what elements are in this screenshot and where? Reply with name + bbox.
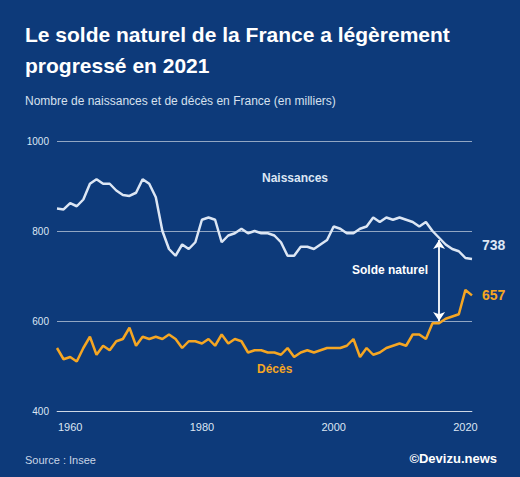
- svg-text:400: 400: [32, 406, 49, 417]
- svg-text:738: 738: [482, 237, 506, 253]
- svg-text:Le solde naturel de la France: Le solde naturel de la France a légèreme…: [25, 23, 450, 46]
- svg-text:Solde naturel: Solde naturel: [352, 263, 428, 277]
- svg-text:Naissances: Naissances: [262, 171, 328, 185]
- svg-text:2000: 2000: [321, 421, 345, 433]
- svg-text:657: 657: [482, 287, 506, 303]
- svg-text:Décès: Décès: [257, 362, 293, 376]
- svg-text:progressé en 2021: progressé en 2021: [25, 54, 210, 77]
- svg-text:2020: 2020: [453, 421, 477, 433]
- svg-text:Source : Insee: Source : Insee: [25, 454, 96, 466]
- svg-text:800: 800: [32, 226, 49, 237]
- svg-text:1000: 1000: [27, 136, 50, 147]
- svg-text:1960: 1960: [58, 421, 82, 433]
- svg-text:Nombre de naissances et de déc: Nombre de naissances et de décès en Fran…: [25, 94, 336, 108]
- svg-text:1980: 1980: [190, 421, 214, 433]
- svg-text:©Devizu.news: ©Devizu.news: [409, 451, 497, 466]
- svg-text:600: 600: [32, 316, 49, 327]
